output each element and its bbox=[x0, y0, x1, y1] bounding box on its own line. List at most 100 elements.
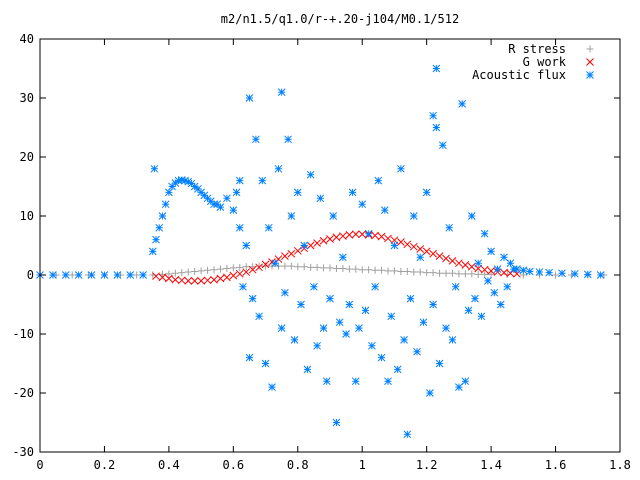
data-point-acoustic-flux bbox=[451, 282, 460, 291]
data-point-acoustic-flux bbox=[87, 271, 96, 279]
data-point-acoustic-flux bbox=[419, 318, 428, 327]
data-point-acoustic-flux bbox=[277, 324, 286, 332]
data-point-r-stress bbox=[236, 263, 244, 271]
data-point-g-work bbox=[403, 240, 412, 249]
data-point-acoustic-flux bbox=[181, 176, 189, 185]
data-point-acoustic-flux bbox=[235, 223, 244, 232]
data-point-acoustic-flux bbox=[287, 212, 296, 220]
data-point-acoustic-flux bbox=[471, 294, 479, 303]
x-tick-label: 0.8 bbox=[287, 458, 309, 472]
data-point-g-work bbox=[487, 267, 495, 275]
data-point-acoustic-flux bbox=[358, 200, 367, 209]
data-point-acoustic-flux bbox=[316, 194, 325, 203]
data-point-acoustic-flux bbox=[158, 212, 167, 220]
data-point-acoustic-flux bbox=[558, 269, 566, 278]
data-point-r-stress bbox=[320, 264, 328, 272]
data-point-acoustic-flux bbox=[297, 300, 305, 309]
data-point-acoustic-flux bbox=[229, 206, 238, 214]
data-point-r-stress bbox=[371, 266, 379, 274]
data-point-acoustic-flux bbox=[303, 365, 312, 374]
data-point-g-work bbox=[248, 265, 257, 274]
data-point-g-work bbox=[184, 277, 193, 285]
data-point-acoustic-flux bbox=[100, 271, 109, 279]
data-point-acoustic-flux bbox=[416, 253, 425, 262]
data-point-r-stress bbox=[191, 267, 199, 275]
data-point-r-stress bbox=[197, 267, 205, 275]
data-point-acoustic-flux bbox=[487, 247, 495, 256]
data-point-g-work bbox=[480, 265, 489, 274]
data-point-g-work bbox=[203, 276, 212, 285]
x-tick-label: 1.6 bbox=[545, 458, 567, 472]
data-point-acoustic-flux bbox=[232, 188, 241, 197]
data-point-r-stress bbox=[332, 265, 340, 273]
data-point-acoustic-flux bbox=[571, 269, 579, 278]
data-point-g-work bbox=[165, 274, 173, 283]
data-point-g-work bbox=[429, 249, 437, 258]
data-point-g-work bbox=[235, 269, 244, 278]
legend-label-g-work: G work bbox=[523, 55, 567, 69]
data-point-r-stress bbox=[436, 269, 444, 277]
data-point-acoustic-flux bbox=[390, 241, 399, 250]
data-point-g-work bbox=[229, 271, 238, 280]
data-point-r-stress bbox=[365, 266, 373, 274]
data-point-r-stress bbox=[448, 269, 456, 277]
data-point-acoustic-flux bbox=[335, 318, 344, 327]
data-point-acoustic-flux bbox=[377, 353, 386, 362]
data-point-g-work bbox=[281, 252, 289, 260]
x-tick-label: 0.4 bbox=[158, 458, 180, 472]
data-point-g-work bbox=[461, 261, 470, 269]
data-point-acoustic-flux bbox=[519, 266, 528, 275]
data-point-acoustic-flux bbox=[171, 179, 180, 187]
data-point-g-work bbox=[371, 231, 379, 240]
data-point-g-work bbox=[339, 232, 347, 240]
data-point-g-work bbox=[326, 235, 334, 243]
data-point-r-stress bbox=[313, 263, 321, 271]
data-point-acoustic-flux bbox=[477, 312, 486, 321]
data-point-g-work bbox=[500, 268, 508, 277]
data-point-acoustic-flux bbox=[49, 271, 57, 279]
data-point-acoustic-flux bbox=[155, 223, 164, 232]
data-point-acoustic-flux bbox=[503, 282, 512, 291]
data-point-acoustic-flux bbox=[245, 353, 254, 362]
data-point-acoustic-flux bbox=[432, 123, 441, 132]
data-point-r-stress bbox=[481, 270, 489, 278]
data-point-r-stress bbox=[468, 270, 476, 278]
legend-label-acoustic-flux: Acoustic flux bbox=[472, 68, 566, 82]
data-point-g-work bbox=[152, 272, 160, 281]
data-point-r-stress bbox=[133, 271, 141, 279]
data-point-acoustic-flux bbox=[513, 265, 521, 273]
data-point-acoustic-flux bbox=[387, 312, 396, 321]
data-point-g-work bbox=[435, 252, 444, 260]
data-point-acoustic-flux bbox=[152, 235, 160, 244]
data-point-acoustic-flux bbox=[293, 188, 302, 197]
data-point-r-stress bbox=[455, 270, 463, 278]
data-point-acoustic-flux bbox=[535, 268, 544, 276]
data-point-acoustic-flux bbox=[190, 182, 199, 191]
plot-frame bbox=[39, 38, 621, 453]
data-point-r-stress bbox=[184, 268, 192, 276]
data-point-g-work bbox=[293, 246, 302, 255]
data-point-acoustic-flux bbox=[242, 241, 251, 250]
data-point-acoustic-flux bbox=[525, 267, 534, 276]
data-point-g-work bbox=[223, 273, 231, 282]
data-point-r-stress bbox=[384, 267, 392, 275]
axis-ticks: 0 0.2 0.4 0.6 0.8 1 1.2 1.4 1.6 1.8 -30 -20 -10 0 10 20… bbox=[12, 32, 631, 472]
data-point-acoustic-flux bbox=[545, 268, 553, 277]
data-point-acoustic-flux bbox=[455, 383, 463, 391]
data-point-acoustic-flux bbox=[458, 100, 466, 108]
data-point-acoustic-flux bbox=[403, 430, 412, 439]
chart-title: m2/n1.5/q1.0/r-+.20-j104/M0.1/512 bbox=[221, 12, 459, 26]
data-point-r-stress bbox=[326, 264, 334, 272]
data-point-acoustic-flux bbox=[374, 176, 383, 185]
data-point-acoustic-flux bbox=[393, 365, 402, 374]
data-point-acoustic-flux bbox=[310, 282, 318, 291]
data-point-acoustic-flux bbox=[216, 203, 225, 212]
data-point-g-work bbox=[422, 247, 431, 256]
data-point-g-work bbox=[319, 236, 328, 245]
data-point-acoustic-flux bbox=[348, 188, 357, 197]
data-point-r-stress bbox=[552, 271, 560, 279]
data-point-r-stress bbox=[178, 269, 186, 277]
data-point-acoustic-flux bbox=[371, 282, 379, 291]
data-point-g-work bbox=[409, 242, 418, 251]
data-point-g-work bbox=[358, 230, 367, 239]
